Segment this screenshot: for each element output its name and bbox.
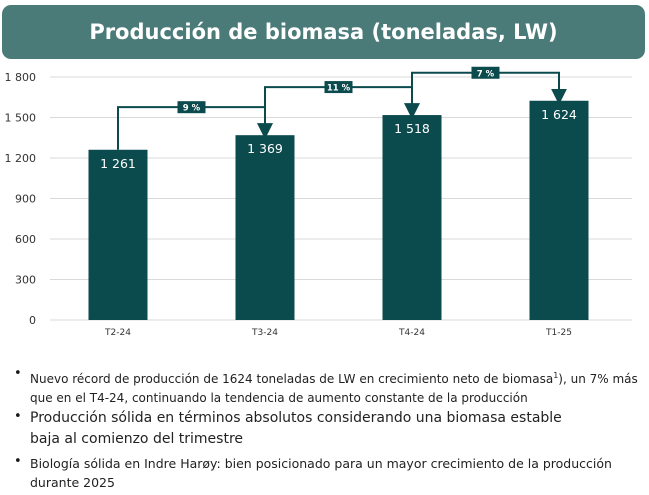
- bullet-text: Nuevo récord de producción de 1624 tonel…: [30, 372, 554, 386]
- growth-badge: [471, 66, 500, 79]
- growth-label: 7 %: [477, 69, 495, 79]
- bullet-item-biology: • Biología sólida en Indre Harøy: bien p…: [14, 454, 630, 492]
- y-tick-label: 0: [29, 314, 36, 327]
- footnote-marker: 1: [553, 371, 559, 380]
- growth-badge: [177, 101, 206, 114]
- x-tick-label: T3-24: [251, 328, 278, 338]
- growth-badge: [324, 81, 353, 94]
- x-axis-ticks: T2-24 T3-24 T4-24 T1-25: [104, 328, 572, 338]
- bar-value-label: 1 369: [247, 141, 283, 156]
- y-tick-label: 1 800: [5, 71, 37, 84]
- bullet-dot-icon: •: [14, 366, 22, 381]
- growth-label: 9 %: [183, 104, 201, 114]
- x-tick-label: T1-25: [545, 328, 572, 338]
- x-tick-label: T4-24: [398, 328, 425, 338]
- bullet-text: Biología sólida en Indre Harøy: bien pos…: [30, 456, 612, 490]
- bar: [529, 100, 589, 320]
- y-tick-label: 1 500: [5, 112, 37, 125]
- bar-chart: 0 300 600 900 1 200 1 500 1 800 9 % 11 % 7 % 1 2…: [5, 66, 632, 338]
- chart-title: Producción de biomasa (toneladas, LW): [89, 20, 558, 44]
- bars: 1 261 1 369 1 518 1 624: [88, 100, 589, 320]
- bullet-dot-icon: •: [14, 454, 22, 469]
- bullet-item-production: • Producción sólida en términos absoluto…: [14, 408, 590, 450]
- bullet-item-record: • Nuevo récord de producción de 1624 ton…: [14, 366, 640, 408]
- y-tick-label: 300: [15, 274, 36, 287]
- title-banner: Producción de biomasa (toneladas, LW): [2, 5, 645, 59]
- bullet-text: Producción sólida en términos absolutos …: [30, 410, 562, 447]
- bar-value-label: 1 624: [541, 107, 577, 122]
- bullet-dot-icon: •: [14, 409, 22, 424]
- bullet-text-cont: ), un 7% más que en el T4-24, continuand…: [30, 372, 638, 405]
- y-tick-label: 600: [15, 233, 36, 246]
- bar-value-label: 1 261: [100, 156, 136, 171]
- bar: [382, 115, 442, 320]
- y-tick-label: 900: [15, 193, 36, 206]
- bar: [235, 135, 295, 320]
- bar-value-label: 1 518: [394, 121, 430, 136]
- x-tick-label: T2-24: [104, 328, 131, 338]
- growth-arrows: 9 % 11 % 7 %: [117, 66, 567, 150]
- growth-label: 11 %: [327, 84, 351, 94]
- y-tick-label: 1 200: [5, 152, 37, 165]
- y-axis-ticks: 0 300 600 900 1 200 1 500 1 800: [5, 71, 37, 327]
- bar: [88, 149, 148, 320]
